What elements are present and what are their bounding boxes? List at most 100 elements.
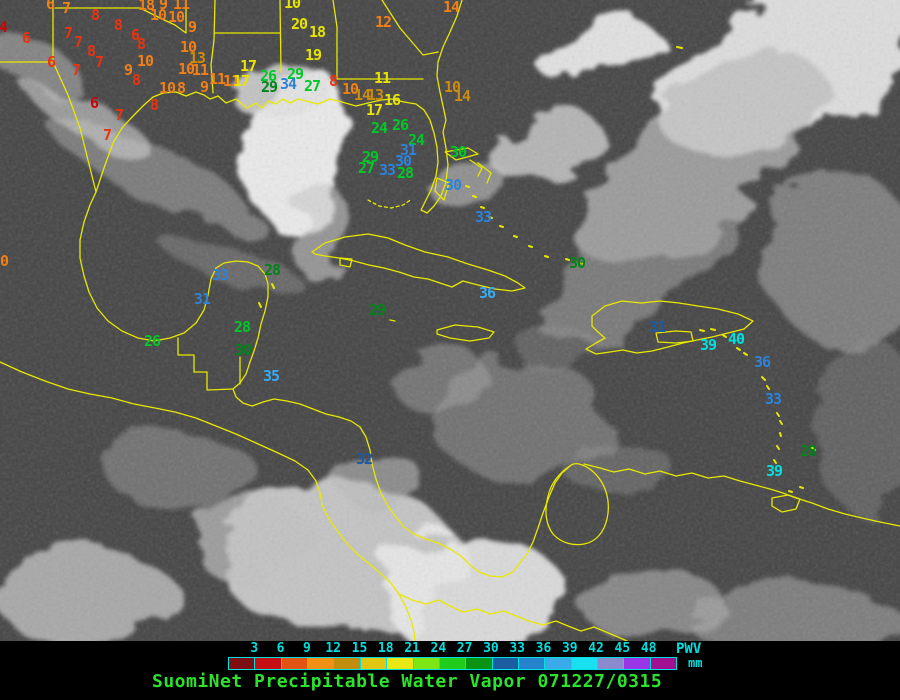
coastline-layer (0, 0, 900, 641)
mexico-coast (79, 191, 571, 578)
station-value: 35 (262, 367, 280, 386)
lake-maracaibo (545, 462, 609, 546)
scale-tick: 3 (250, 641, 259, 656)
colorbar-segment (254, 658, 281, 669)
satellite-map: 4 6 7 8 8 7 7 6 6 8 8 6 7 7 9 10 8 6 7 7 8 18 9 11 10 10 9 10 13 10 11… (0, 0, 900, 641)
station-value: 11 (222, 72, 240, 91)
florida-keys (367, 198, 413, 209)
caption: SuomiNet Precipitable Water Vapor 071227… (152, 671, 663, 692)
station-value: 10 (136, 52, 154, 71)
scale-tick: 33 (509, 641, 526, 656)
station-value: 33 (211, 266, 229, 285)
station-value: 9 (187, 18, 197, 37)
station-value: 7 (73, 33, 83, 52)
station-value: 13 (188, 49, 206, 68)
station-value: 26 (143, 332, 161, 351)
station-value: 24 (407, 131, 425, 150)
antilles-islands (258, 46, 816, 493)
scale-tick: 45 (614, 641, 631, 656)
station-value: 12 (374, 13, 392, 32)
bahamas-cays (465, 185, 585, 265)
station-value: 28 (263, 261, 281, 280)
station-value: 33 (764, 390, 782, 409)
film-grain (0, 0, 900, 641)
station-value: 9 (158, 0, 168, 14)
guatemala-border (177, 337, 241, 391)
station-value: 36 (478, 284, 496, 303)
colorbar-segment (623, 658, 650, 669)
station-value: 16 (383, 91, 401, 110)
scale-tick: 48 (640, 641, 657, 656)
jamaica-coast (436, 324, 495, 342)
station-value: 18 (137, 0, 155, 15)
station-value: 14 (353, 86, 371, 105)
station-value: 10 (341, 80, 359, 99)
colorbar-segment (386, 658, 413, 669)
colorbar-segment (412, 658, 439, 669)
station-value: 10 (283, 0, 301, 13)
station-value: 8 (131, 71, 141, 90)
station-value: 19 (304, 46, 322, 65)
scale-tick: 9 (302, 641, 311, 656)
satellite-svg (0, 0, 900, 641)
station-value: 33 (474, 208, 492, 227)
scale-tick: 42 (588, 641, 604, 656)
puerto-rico-coast (655, 330, 694, 344)
colorbar-segment (491, 658, 518, 669)
station-value: 8 (86, 42, 96, 61)
station-value: 34 (279, 75, 297, 94)
station-value: 10 (179, 38, 197, 57)
bahamas-islands (434, 147, 492, 201)
station-value: 6 (46, 53, 56, 72)
station-value: 7 (102, 126, 112, 145)
station-value: 7 (94, 53, 104, 72)
station-value: 26 (259, 67, 277, 86)
scale-tick: 27 (456, 641, 473, 656)
station-value: 4 (0, 18, 8, 37)
colorbar-segment (649, 658, 677, 669)
station-value: 9 (199, 78, 209, 97)
scale-tick: 21 (404, 641, 420, 656)
station-value: 29 (361, 148, 379, 167)
station-value: 10 (443, 78, 461, 97)
us-gulf-coast (95, 0, 463, 214)
scale-tick: 39 (561, 641, 578, 656)
station-value: 26 (391, 116, 409, 135)
panama-pacific-coast (398, 593, 628, 641)
station-value: 39 (765, 462, 783, 481)
station-value: 17 (232, 72, 250, 91)
station-value: 30 (568, 254, 586, 273)
station-value: 29 (286, 65, 304, 84)
station-value: 7 (63, 24, 73, 43)
station-value: 8 (328, 72, 338, 91)
colorbar (228, 657, 677, 670)
colorbar-segment (359, 658, 387, 669)
station-value: 30 (449, 143, 467, 162)
station-value: 11 (373, 69, 391, 88)
station-value: 30 (444, 176, 462, 195)
station-value: 10 (158, 79, 176, 98)
station-value: 20 (290, 15, 308, 34)
pacific-coast (0, 361, 416, 641)
station-value: 14 (453, 87, 471, 106)
unit-label: PWV (676, 641, 702, 657)
scale-tick: 12 (325, 641, 341, 656)
station-value: 6 (45, 0, 55, 14)
cayman-island (389, 319, 396, 322)
station-value: 13 (366, 86, 384, 105)
colorbar-segment (517, 658, 545, 669)
station-value: 8 (113, 16, 123, 35)
station-value: 29 (368, 301, 386, 320)
station-value: 27 (303, 77, 321, 96)
station-value: 10 (177, 60, 195, 79)
scale-tick: 6 (276, 641, 285, 656)
station-value: 7 (61, 0, 71, 18)
station-value: 10 (149, 6, 167, 25)
station-value: 11 (172, 0, 190, 14)
station-value: 24 (370, 119, 388, 138)
colorbar-segment (597, 658, 624, 669)
station-value: 8 (90, 6, 100, 25)
station-value: 17 (239, 57, 257, 76)
station-value: 6 (21, 29, 31, 48)
